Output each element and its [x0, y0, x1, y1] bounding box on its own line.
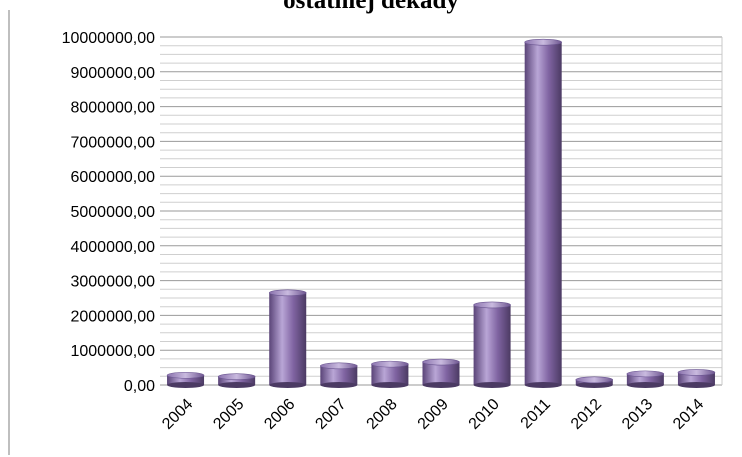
- bar-base: [524, 382, 562, 388]
- bar-base: [218, 382, 256, 388]
- bar-cap: [422, 358, 460, 366]
- bar-cap: [473, 301, 511, 309]
- y-tick-label: 2000000,00: [70, 308, 155, 325]
- x-tick-label: 2014: [670, 396, 707, 433]
- bar-body: [269, 292, 307, 385]
- y-tick-label: 1000000,00: [70, 343, 155, 360]
- bar-cap: [524, 38, 562, 46]
- bar-body: [320, 365, 358, 385]
- bar-body: [218, 376, 256, 385]
- bar-base: [626, 382, 664, 388]
- bar-base: [320, 382, 358, 388]
- bar-cap: [268, 289, 307, 297]
- y-tick-label: 7000000,00: [70, 134, 155, 151]
- bar-2004: [166, 371, 205, 388]
- bar-2008: [371, 360, 409, 388]
- bar-2009: [422, 358, 460, 388]
- y-tick-labels: 0,00 1000000,00 2000000,00 3000000,00 400000…: [62, 30, 156, 395]
- bar-2012: [575, 376, 614, 388]
- bar-body: [371, 364, 409, 385]
- x-tick-label: 2011: [518, 396, 554, 432]
- x-tick-label: 2004: [159, 396, 196, 433]
- bar-body: [524, 42, 562, 385]
- x-tick-label: 2005: [210, 396, 247, 433]
- bar-cap: [166, 371, 205, 379]
- y-tick-label: 3000000,00: [70, 274, 155, 291]
- x-tick-label: 2013: [619, 396, 656, 433]
- bars: [166, 38, 716, 388]
- bar-body: [473, 304, 511, 385]
- x-tick-label: 2009: [415, 396, 452, 433]
- bar-2011: [524, 38, 562, 388]
- bar-body: [422, 362, 460, 385]
- x-tick-label: 2008: [364, 396, 401, 433]
- bar-base: [575, 382, 613, 388]
- bar-cap: [217, 373, 256, 380]
- x-tick-labels: 2004 2005 2006 2007 2008 2009 2010 2011 2012 2013…: [159, 396, 707, 433]
- bar-base: [167, 382, 205, 388]
- gridlines: [160, 36, 723, 386]
- bar-2006: [268, 289, 307, 388]
- x-tick-label: 2006: [261, 396, 298, 433]
- bar-cap: [320, 362, 358, 370]
- bar-body: [677, 372, 715, 385]
- bar-2007: [320, 362, 358, 388]
- y-tick-label: 8000000,00: [70, 100, 155, 117]
- bar-cap: [575, 376, 614, 384]
- bar-cap: [677, 369, 716, 376]
- x-tick-label: 2007: [312, 396, 349, 433]
- bar-2010: [473, 301, 511, 388]
- y-tick-label: 6000000,00: [70, 169, 155, 186]
- bar-body: [167, 375, 205, 385]
- bar-base: [371, 382, 409, 388]
- bar-cap: [626, 370, 665, 378]
- bar-base: [422, 382, 460, 388]
- bar-body: [626, 373, 664, 385]
- y-tick-label: 10000000,00: [62, 30, 156, 47]
- bar-base: [677, 382, 715, 388]
- bar-cap: [371, 360, 409, 368]
- y-tick-label: 0,00: [124, 378, 155, 395]
- y-tick-label: 9000000,00: [70, 65, 155, 82]
- bar-2013: [626, 370, 665, 388]
- y-tick-label: 5000000,00: [70, 204, 155, 221]
- chart-title: ostatniej dekady: [283, 0, 459, 14]
- bar-base: [473, 382, 511, 388]
- x-tick-label: 2010: [466, 396, 503, 433]
- y-tick-label: 4000000,00: [70, 239, 155, 256]
- x-tick-label: 2012: [568, 396, 605, 433]
- bar-2014: [677, 369, 716, 388]
- bar-base: [269, 382, 307, 388]
- bar-2005: [217, 373, 256, 388]
